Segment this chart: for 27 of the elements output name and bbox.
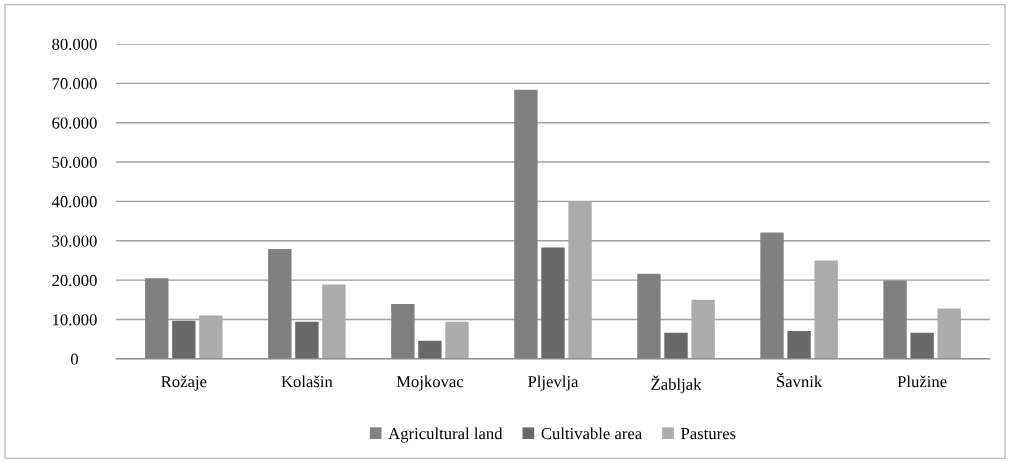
y-tick-label: 20.000 xyxy=(52,274,97,287)
legend-label: Agricultural land xyxy=(388,427,503,443)
x-tick-label: Pljevlja xyxy=(527,375,579,391)
x-tick-label: Plužine xyxy=(897,375,947,388)
y-tick-label: 50.000 xyxy=(52,156,97,169)
y-tick-label: 10.000 xyxy=(53,314,97,326)
bar xyxy=(445,321,469,359)
y-tick-label: 60.000 xyxy=(52,117,97,129)
bar xyxy=(172,320,196,359)
y-tick-label: 0 xyxy=(70,353,79,365)
bar xyxy=(910,332,934,359)
bar xyxy=(664,332,688,359)
x-tick-label: Kolašin xyxy=(281,375,333,388)
bar xyxy=(541,247,565,359)
y-tick-label: 70.000 xyxy=(52,78,97,90)
bar xyxy=(295,321,319,359)
y-tick-label: 40.000 xyxy=(51,196,97,208)
bar xyxy=(418,340,442,359)
x-tick-label: Šavnik xyxy=(777,372,823,388)
legend-label: Cultivable area xyxy=(541,427,642,440)
x-tick-label: Mojkovac xyxy=(396,375,464,391)
legend-label: Pastures xyxy=(681,428,736,440)
y-tick-label: 80.000 xyxy=(52,38,97,50)
x-tick-label: Rožaje xyxy=(161,375,207,391)
x-tick-label: Žabljak xyxy=(651,375,702,394)
y-tick-label: 30.000 xyxy=(52,235,97,247)
bar xyxy=(787,330,811,359)
